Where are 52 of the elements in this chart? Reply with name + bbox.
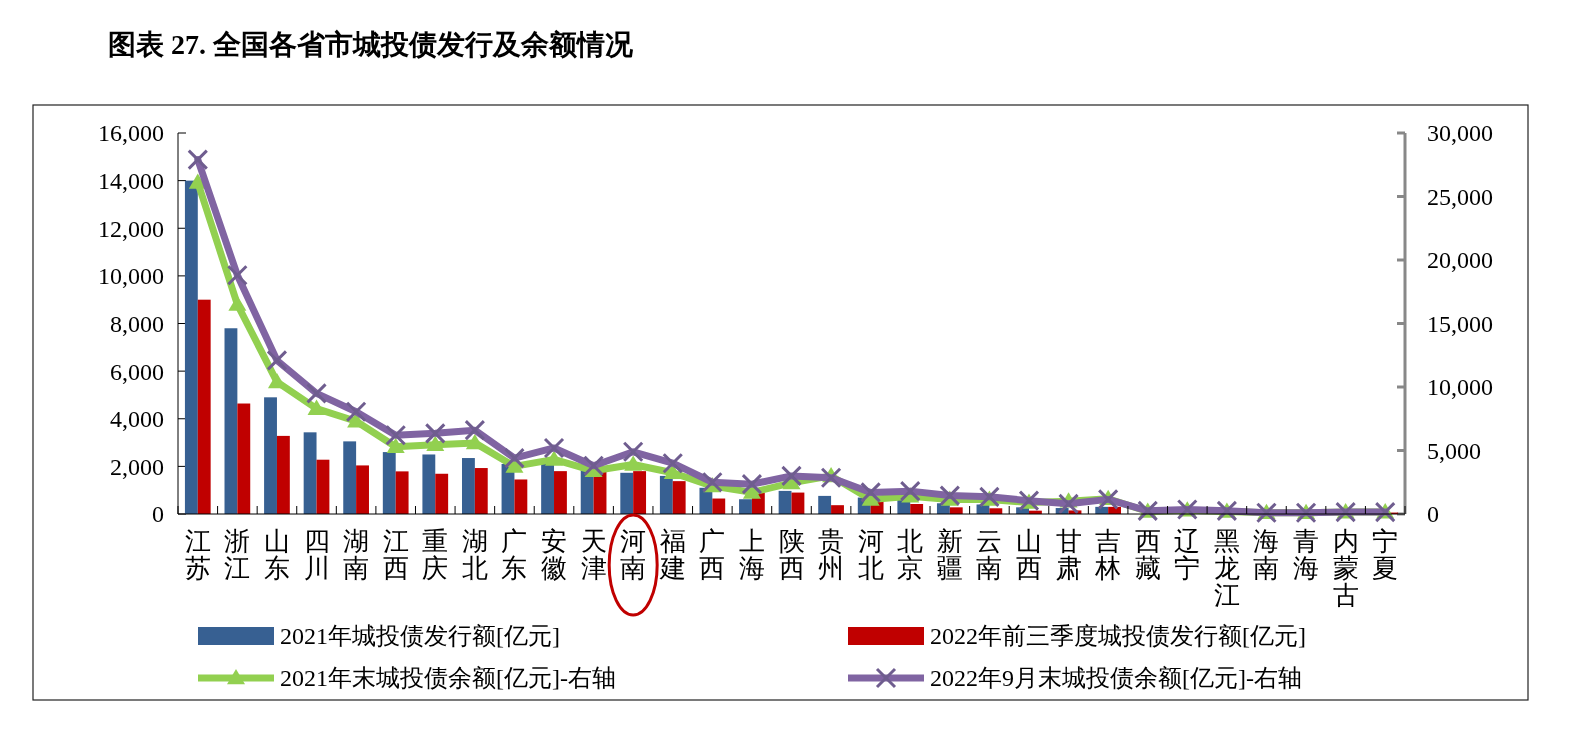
y-tick-label: 10,000 [98,263,164,290]
y2-tick-label: 20,000 [1427,247,1493,274]
x-tick-label: 吉林 [1094,527,1122,583]
y2-tick-label: 25,000 [1427,183,1493,210]
y-tick-label: 4,000 [110,406,164,433]
y2-tick-label: 15,000 [1427,310,1493,337]
y2-tick-label: 30,000 [1427,120,1493,147]
x-tick-label: 上海 [738,527,765,583]
x-tick-label: 山东 [263,527,290,583]
x-tick-label: 贵州 [818,527,845,583]
y-tick-label: 12,000 [98,215,164,242]
x-tick-label: 湖北 [461,527,488,583]
x-tick-label: 青海 [1293,527,1320,583]
x-tick-label: 浙江 [224,527,251,583]
x-tick-label: 江西 [382,527,409,583]
y2-tick-label: 5,000 [1427,437,1481,464]
x-tick-label: 陕西 [778,527,805,583]
legend-label: 2021年城投债发行额[亿元] [280,623,560,650]
x-tick-label: 山西 [1015,527,1042,583]
x-tick-label: 云南 [976,527,1003,583]
y-tick-label: 8,000 [110,310,164,337]
x-tick-label: 广东 [501,527,528,583]
x-tick-label: 北京 [897,527,924,583]
x-tick-label: 甘肃 [1055,527,1082,583]
x-tick-label: 江苏 [184,527,211,583]
x-tick-label: 宁夏 [1372,527,1399,583]
x-tick-label: 河南 [620,527,647,583]
x-tick-label: 河北 [857,527,884,583]
x-tick-label: 福建 [658,527,686,583]
y-tick-label: 16,000 [98,120,164,147]
chart-title: 图表 27. 全国各省市城投债发行及余额情况 [108,29,634,60]
y2-tick-label: 0 [1427,501,1439,528]
legend-label: 2021年末城投债余额[亿元]-右轴 [280,665,616,692]
x-tick-label: 重庆 [422,527,449,583]
x-tick-label: 安徽 [541,527,568,583]
y-tick-label: 0 [152,501,164,528]
x-tick-label: 天津 [580,527,607,583]
y-tick-label: 2,000 [110,453,164,480]
legend-label: 2022年前三季度城投债发行额[亿元] [930,623,1306,650]
x-tick-label: 四川 [303,527,330,583]
legend-label: 2022年9月末城投债余额[亿元]-右轴 [930,665,1302,692]
x-tick-label: 湖南 [343,527,370,583]
x-tick-label: 新疆 [936,527,963,583]
x-tick-label: 广西 [699,527,726,583]
y2-tick-label: 10,000 [1427,374,1493,401]
y-tick-label: 14,000 [98,168,164,195]
x-tick-label: 海南 [1253,527,1280,583]
y-tick-label: 6,000 [110,358,164,385]
x-tick-label: 内蒙古 [1332,527,1359,610]
x-tick-label: 西藏 [1134,527,1161,583]
x-tick-label: 辽宁 [1174,527,1201,583]
x-tick-label: 黑龙江 [1213,527,1240,610]
